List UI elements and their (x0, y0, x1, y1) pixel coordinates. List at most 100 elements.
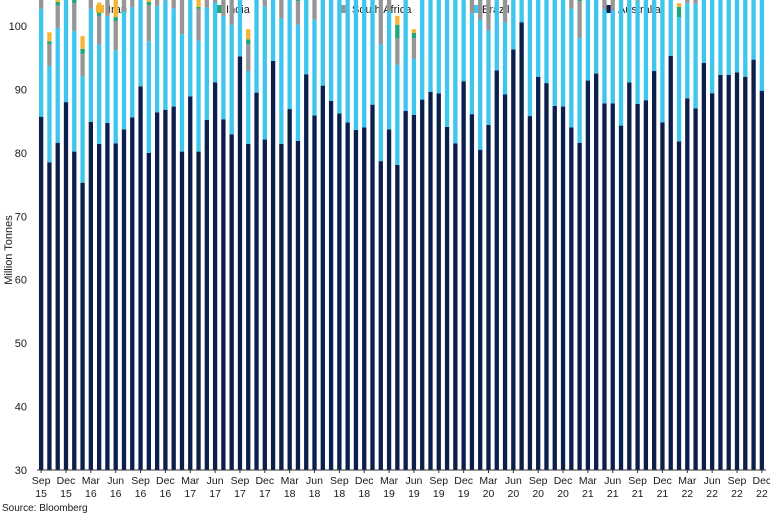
bar-australia (569, 127, 574, 471)
bar-south-africa (171, 0, 176, 9)
bar-south-africa (602, 0, 607, 10)
bar-stack (411, 29, 417, 471)
bar-stack (212, 0, 218, 470)
bar-brazil (759, 0, 765, 91)
bar-australia (693, 108, 698, 471)
x-tick-label-month: Dec (454, 475, 473, 487)
x-tick-label-year: 21 (632, 488, 644, 500)
bar-south-africa (685, 0, 690, 4)
bar-stack (585, 0, 591, 471)
bar-iran (411, 29, 417, 33)
bar-brazil (304, 0, 309, 75)
bar-stack (519, 0, 524, 470)
x-tick-label-year: 16 (85, 488, 97, 500)
bar-brazil (569, 8, 574, 128)
x-axis: Sep15Dec15Mar16Jun16Sep16Dec16Mar17Jun17… (32, 470, 770, 500)
bar-stack (734, 0, 740, 471)
bar-stack (403, 0, 408, 471)
bar-australia (436, 93, 441, 470)
source-note: Source: Bloomberg (2, 503, 88, 514)
x-tick-label-year: 15 (35, 488, 47, 500)
bar-australia (212, 82, 218, 470)
bar-south-africa (146, 5, 151, 42)
bar-australia (718, 74, 723, 470)
bar-australia (453, 143, 458, 470)
bar-stack (652, 0, 657, 470)
legend-swatch (340, 5, 348, 13)
bar-stack (610, 0, 615, 470)
bar-iran (55, 0, 60, 2)
x-tick-label-year: 19 (433, 488, 445, 500)
bar-stack (494, 0, 499, 471)
bar-stack (312, 0, 317, 471)
bar-australia (635, 104, 640, 471)
bar-iran (395, 15, 400, 25)
x-tick-label-month: Jun (505, 475, 522, 487)
bar-australia (411, 114, 417, 471)
bar-brazil (179, 34, 185, 152)
bar-australia (585, 80, 591, 471)
bar-stack (254, 0, 259, 470)
bar-brazil (38, 8, 44, 117)
bar-australia (279, 143, 284, 471)
bar-brazil (527, 0, 533, 117)
bar-south-africa (693, 0, 698, 4)
bar-brazil (328, 0, 334, 101)
bar-brazil (544, 0, 549, 84)
x-tick-label-month: Mar (678, 475, 697, 487)
bar-australia (312, 115, 317, 471)
bar-brazil (519, 0, 524, 23)
bar-stack (121, 0, 127, 470)
bar-stack (146, 0, 151, 471)
x-tick-label-year: 20 (557, 488, 569, 500)
bar-south-africa (312, 0, 317, 20)
bar-australia (444, 126, 450, 470)
bar-australia (486, 124, 491, 470)
bar-brazil (511, 0, 516, 50)
bar-australia (701, 62, 707, 470)
bar-stack (47, 32, 52, 470)
bar-iran (676, 3, 682, 7)
bar-south-africa (279, 0, 284, 19)
bar-brazil (594, 0, 599, 74)
bar-australia (643, 100, 649, 471)
x-tick-label-year: 16 (135, 488, 147, 500)
bar-stack (171, 0, 176, 471)
bar-brazil (610, 10, 615, 104)
bar-brazil (602, 9, 607, 104)
x-tick-label-year: 17 (234, 488, 246, 500)
bar-stack (552, 0, 557, 471)
y-tick-label: 50 (15, 338, 27, 350)
bar-stack (221, 0, 226, 471)
bar-australia (519, 22, 524, 470)
x-tick-label-year: 17 (209, 488, 221, 500)
bar-iran (196, 0, 201, 7)
y-axis-title: Million Tonnes (3, 215, 15, 285)
bar-australia (428, 91, 433, 470)
legend-swatch (214, 5, 222, 13)
bar-india (80, 48, 85, 54)
bar-india (295, 0, 301, 2)
bar-stack (88, 0, 93, 470)
bar-brazil (188, 0, 193, 97)
bar-australia (734, 72, 740, 471)
bar-australia (287, 109, 292, 470)
bar-australia (204, 119, 209, 471)
bar-stack (72, 0, 77, 470)
bar-india (478, 0, 483, 1)
bar-brazil (270, 0, 276, 61)
bar-australia (660, 122, 665, 470)
bar-brazil (386, 10, 392, 130)
x-tick-label-month: Jun (306, 475, 323, 487)
bar-brazil (80, 76, 85, 183)
x-tick-label-year: 19 (458, 488, 470, 500)
bar-brazil (154, 5, 160, 113)
bars (38, 0, 765, 471)
bar-brazil (130, 6, 135, 118)
bar-australia (55, 142, 60, 470)
bar-stack (602, 0, 607, 470)
bar-stack (486, 0, 491, 470)
bar-south-africa (486, 0, 491, 31)
bar-stack (196, 0, 201, 470)
